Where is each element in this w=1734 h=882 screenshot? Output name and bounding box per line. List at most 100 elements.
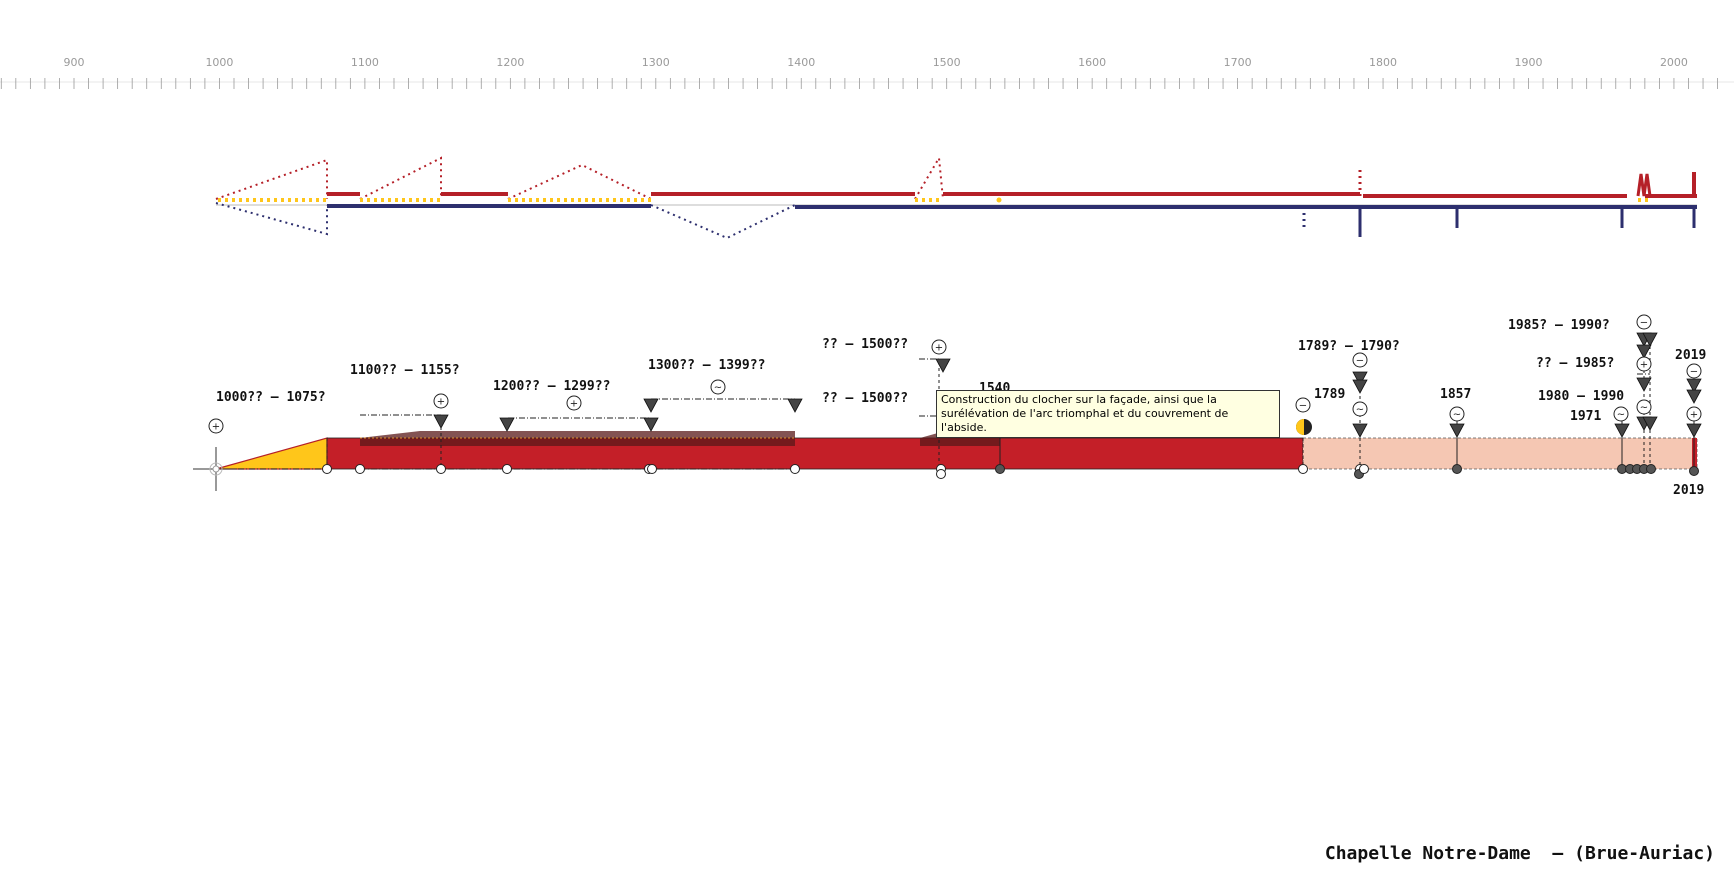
down-triangle-icon[interactable]	[1686, 378, 1702, 393]
crosshair-icon[interactable]	[193, 447, 237, 491]
down-triangle-icon[interactable]	[499, 417, 515, 432]
filled-node[interactable]	[1646, 464, 1656, 474]
date-label: 1980 – 1990	[1538, 389, 1624, 404]
ruler-label: 1900	[1515, 56, 1543, 69]
yellow-dot	[996, 197, 1002, 203]
down-triangle-icon[interactable]	[1352, 379, 1368, 394]
tilde-circle-icon[interactable]: ~	[1449, 406, 1465, 422]
ruler-label: 1100	[351, 56, 379, 69]
minus-circle-icon[interactable]: −	[1352, 352, 1368, 368]
svg-text:−: −	[1356, 356, 1364, 367]
svg-text:−: −	[1690, 367, 1698, 378]
red-dotted-peak	[215, 158, 328, 200]
svg-text:~: ~	[714, 383, 722, 394]
minus-circle-icon[interactable]: −	[1295, 397, 1311, 413]
svg-text:+: +	[1690, 410, 1698, 421]
open-node[interactable]	[936, 469, 946, 479]
down-triangle-icon[interactable]	[1352, 423, 1368, 438]
svg-text:~: ~	[1617, 410, 1625, 421]
red-solid-spikes	[1636, 173, 1652, 197]
open-node[interactable]	[647, 464, 657, 474]
down-triangle-icon[interactable]	[1614, 423, 1630, 438]
open-node[interactable]	[436, 464, 446, 474]
tilde-circle-icon[interactable]: ~	[1636, 399, 1652, 415]
red-dotted-peak	[914, 154, 944, 200]
date-label: 1200?? – 1299??	[493, 379, 610, 394]
filled-node[interactable]	[995, 464, 1005, 474]
open-node[interactable]	[790, 464, 800, 474]
ruler-label: 900	[64, 56, 85, 69]
event-markers	[193, 332, 1702, 491]
plus-circle-icon[interactable]: +	[208, 418, 224, 434]
plus-circle-icon[interactable]: +	[433, 393, 449, 409]
minus-circle-icon[interactable]: −	[1636, 314, 1652, 330]
ruler-label: 1000	[205, 56, 233, 69]
summary-lines	[215, 154, 1697, 240]
date-label: ?? – 1500??	[822, 391, 908, 406]
date-label: 1985? – 1990?	[1508, 318, 1610, 333]
svg-text:+: +	[212, 422, 220, 433]
filled-node[interactable]	[1689, 466, 1699, 476]
open-node[interactable]	[1359, 464, 1369, 474]
plus-circle-icon[interactable]: +	[931, 339, 947, 355]
minus-circle-icon[interactable]: −	[1686, 363, 1702, 379]
date-label: 1857	[1440, 387, 1471, 402]
down-triangle-icon[interactable]	[787, 398, 803, 413]
down-triangle-icon[interactable]	[1686, 423, 1702, 438]
ruler-label: 1800	[1369, 56, 1397, 69]
diagram-title: Chapelle Notre-Dame – (Brue-Auriac)	[1324, 843, 1715, 864]
date-label: 1789	[1314, 387, 1345, 402]
svg-text:~: ~	[1356, 405, 1364, 416]
date-label: 1300?? – 1399??	[648, 358, 765, 373]
down-triangle-icon[interactable]	[935, 358, 951, 373]
plus-circle-icon[interactable]: +	[566, 395, 582, 411]
open-node[interactable]	[502, 464, 512, 474]
date-labels: 1000?? – 1075? 1100?? – 1155? 1200?? – 129…	[216, 318, 1706, 498]
late-bar[interactable]	[1302, 437, 1698, 470]
open-node[interactable]	[322, 464, 332, 474]
ruler-label: 1700	[1224, 56, 1252, 69]
filled-node[interactable]	[1452, 464, 1462, 474]
down-triangle-icon[interactable]	[1642, 332, 1658, 347]
date-label: 1000?? – 1075?	[216, 390, 326, 405]
down-triangle-icon[interactable]	[1636, 344, 1652, 359]
down-triangle-icon[interactable]	[643, 417, 659, 432]
plus-circle-icon[interactable]: +	[1686, 406, 1702, 422]
open-node[interactable]	[355, 464, 365, 474]
tilde-circle-icon[interactable]: ~	[1613, 406, 1629, 422]
ruler-label: 1200	[496, 56, 524, 69]
date-label: 1971	[1570, 409, 1601, 424]
down-triangle-icon[interactable]	[1686, 389, 1702, 404]
date-label: 1789? – 1790?	[1298, 339, 1400, 354]
svg-text:~: ~	[1640, 403, 1648, 414]
initial-wedge[interactable]	[215, 437, 328, 470]
svg-text:~: ~	[1453, 410, 1461, 421]
date-label: 2019	[1673, 483, 1704, 498]
year-ruler: 900 1000 1100 1200 1300 1400 1500 1600 1700 1800 1…	[0, 56, 1734, 89]
down-triangle-icon[interactable]	[1642, 416, 1658, 431]
date-label: 1100?? – 1155?	[350, 363, 460, 378]
down-triangle-icon[interactable]	[1449, 423, 1465, 438]
down-triangle-icon[interactable]	[433, 414, 449, 429]
date-label: ?? – 1500??	[822, 337, 908, 352]
event-tooltip: Construction du clocher sur la façade, a…	[936, 390, 1280, 438]
svg-text:−: −	[1640, 318, 1648, 329]
svg-text:+: +	[570, 399, 578, 410]
svg-text:+: +	[437, 397, 445, 408]
blue-dotted-valley	[650, 204, 796, 240]
down-triangle-icon[interactable]	[1636, 377, 1652, 392]
svg-text:+: +	[1640, 360, 1648, 371]
svg-text:−: −	[1299, 401, 1307, 412]
plus-circle-icon[interactable]: +	[1636, 356, 1652, 372]
open-node[interactable]	[1298, 464, 1308, 474]
half-moon-icon[interactable]	[1296, 419, 1312, 435]
down-triangle-icon[interactable]	[643, 398, 659, 413]
tilde-circle-icon[interactable]: ~	[1352, 401, 1368, 417]
svg-text:+: +	[935, 343, 943, 354]
ruler-label: 1300	[642, 56, 670, 69]
date-label: 2019	[1675, 348, 1706, 363]
tilde-circle-icon[interactable]: ~	[710, 379, 726, 395]
down-triangle-icon[interactable]	[1352, 371, 1368, 386]
ruler-label: 2000	[1660, 56, 1688, 69]
